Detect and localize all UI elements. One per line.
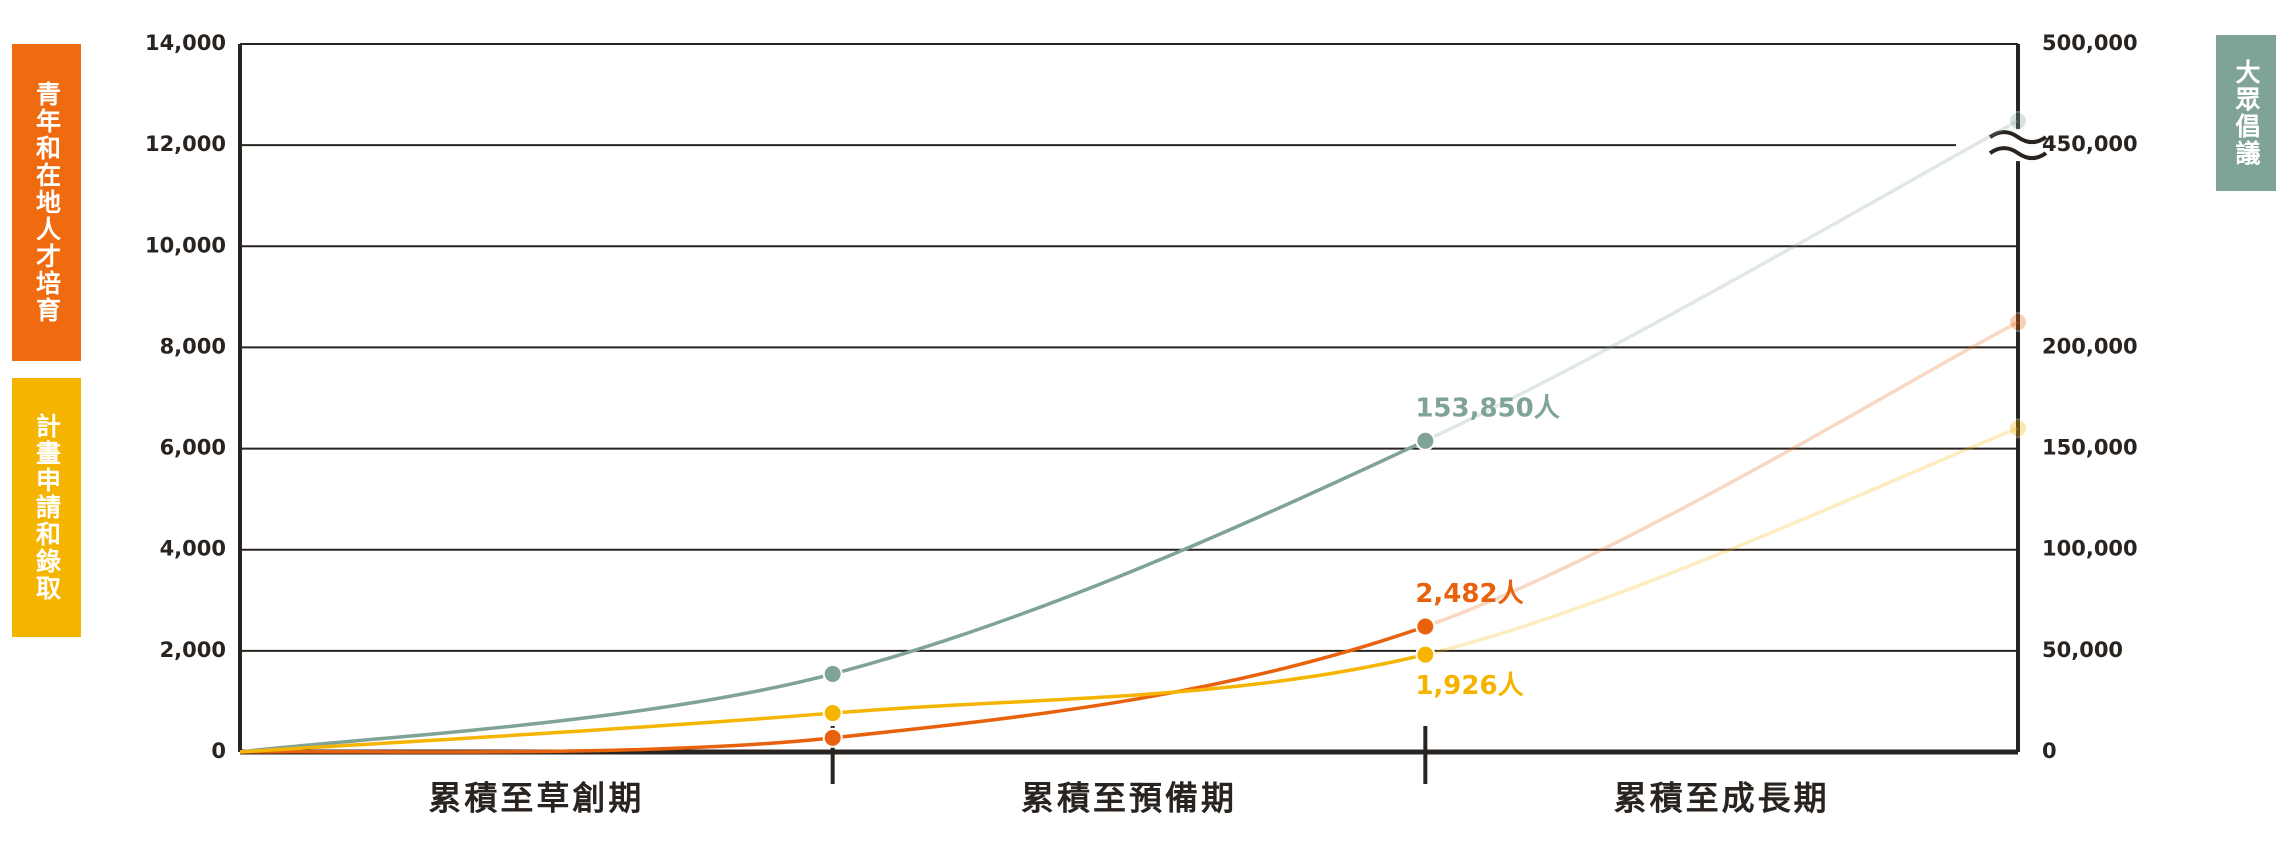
value-label: 153,850人 — [1415, 393, 1559, 423]
y-tick-label: 2,000 — [160, 638, 226, 662]
line — [1424, 320, 2019, 629]
data-point — [822, 703, 843, 724]
y2-tick-label: 200,000 — [2042, 334, 2138, 358]
data-point — [1415, 644, 1436, 665]
legend-entry: 計畫申請和錄取 — [12, 378, 81, 637]
axis-break — [1988, 130, 2048, 145]
legend-entry: 大眾倡議 — [2216, 35, 2276, 191]
data-point — [1415, 430, 1436, 451]
data-point — [2008, 110, 2028, 131]
y2-tick-label: 50,000 — [2042, 638, 2123, 662]
y-tick-label: 10,000 — [145, 233, 226, 257]
value-label: 2,482人 — [1415, 579, 1523, 609]
y2-tick-label: 150,000 — [2042, 436, 2138, 460]
value-label: 1,926人 — [1415, 671, 1523, 701]
y-tick-label: 4,000 — [160, 537, 226, 561]
x-tick-label: 累積至預備期 — [1021, 779, 1237, 818]
line — [1424, 119, 2019, 443]
line — [1424, 426, 2019, 657]
data-point — [822, 663, 843, 684]
axis-break — [1988, 146, 2048, 161]
data-point — [1415, 616, 1436, 637]
y-tick-label: 14,000 — [145, 31, 226, 55]
x-tick-label: 累積至草創期 — [428, 779, 644, 818]
data-point — [2008, 312, 2028, 333]
legend-entry: 青年和在地人才培育 — [12, 44, 81, 361]
y2-tick-label: 500,000 — [2042, 31, 2138, 55]
y-tick-label: 6,000 — [160, 436, 226, 460]
data-point — [2008, 418, 2028, 439]
y2-tick-label: 0 — [2042, 739, 2057, 763]
data-point — [822, 727, 843, 748]
y2-tick-label: 450,000 — [2042, 132, 2138, 156]
x-tick-label: 累積至成長期 — [1614, 779, 1830, 818]
y2-tick-label: 100,000 — [2042, 537, 2138, 561]
y-tick-label: 12,000 — [145, 132, 226, 156]
y-tick-label: 0 — [211, 739, 226, 763]
y-tick-label: 8,000 — [160, 334, 226, 358]
